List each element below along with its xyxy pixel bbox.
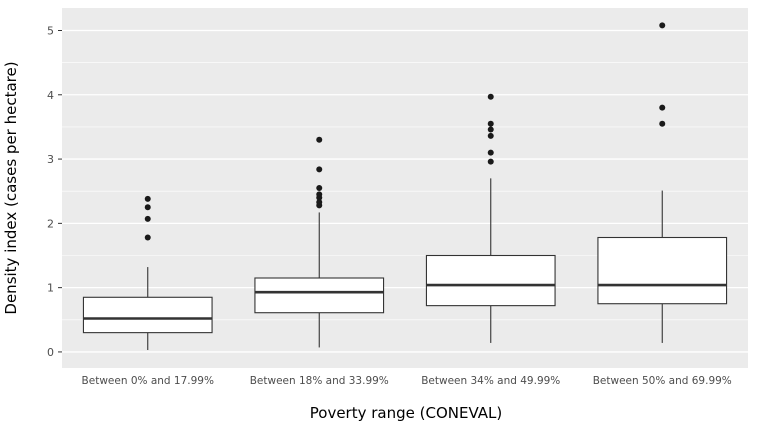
y-tick-label: 3 xyxy=(47,153,54,166)
x-tick-label: Between 18% and 33.99% xyxy=(250,375,389,387)
outlier-point xyxy=(487,132,494,139)
outlier-point xyxy=(316,199,323,206)
y-tick-label: 2 xyxy=(47,217,54,230)
outlier-point xyxy=(487,120,494,127)
x-tick-label: Between 34% and 49.99% xyxy=(421,375,560,387)
outlier-point xyxy=(144,204,151,211)
box xyxy=(425,254,556,307)
outlier-point xyxy=(487,158,494,165)
box xyxy=(254,277,385,314)
y-axis-title: Density index (cases per hectare) xyxy=(2,61,20,314)
outlier-point xyxy=(316,191,323,198)
outlier-point xyxy=(487,93,494,100)
y-tick-label: 5 xyxy=(47,25,54,38)
outlier-point xyxy=(316,185,323,191)
outlier-point xyxy=(144,234,151,241)
y-tick-label: 1 xyxy=(47,282,54,295)
outlier-point xyxy=(659,104,666,111)
x-tick-label: Between 0% and 17.99% xyxy=(82,375,214,387)
outlier-point xyxy=(659,22,666,29)
chart-layer: 0 1 2 3 4 5 Between 0% and 17.99% Between 18% a… xyxy=(47,8,748,387)
outlier-point xyxy=(659,120,666,127)
outlier-point xyxy=(487,149,494,156)
box xyxy=(82,296,213,334)
outlier-point xyxy=(487,126,494,133)
y-tick-label: 0 xyxy=(47,346,54,359)
y-tick-label: 4 xyxy=(47,89,54,102)
outlier-point xyxy=(144,195,151,202)
outlier-point xyxy=(144,215,151,222)
x-tick-label: Between 50% and 69.99% xyxy=(593,375,732,387)
box xyxy=(597,236,728,305)
outlier-point xyxy=(316,166,323,173)
x-axis-title: Poverty range (CONEVAL) xyxy=(310,404,502,422)
outlier-point xyxy=(316,136,323,143)
